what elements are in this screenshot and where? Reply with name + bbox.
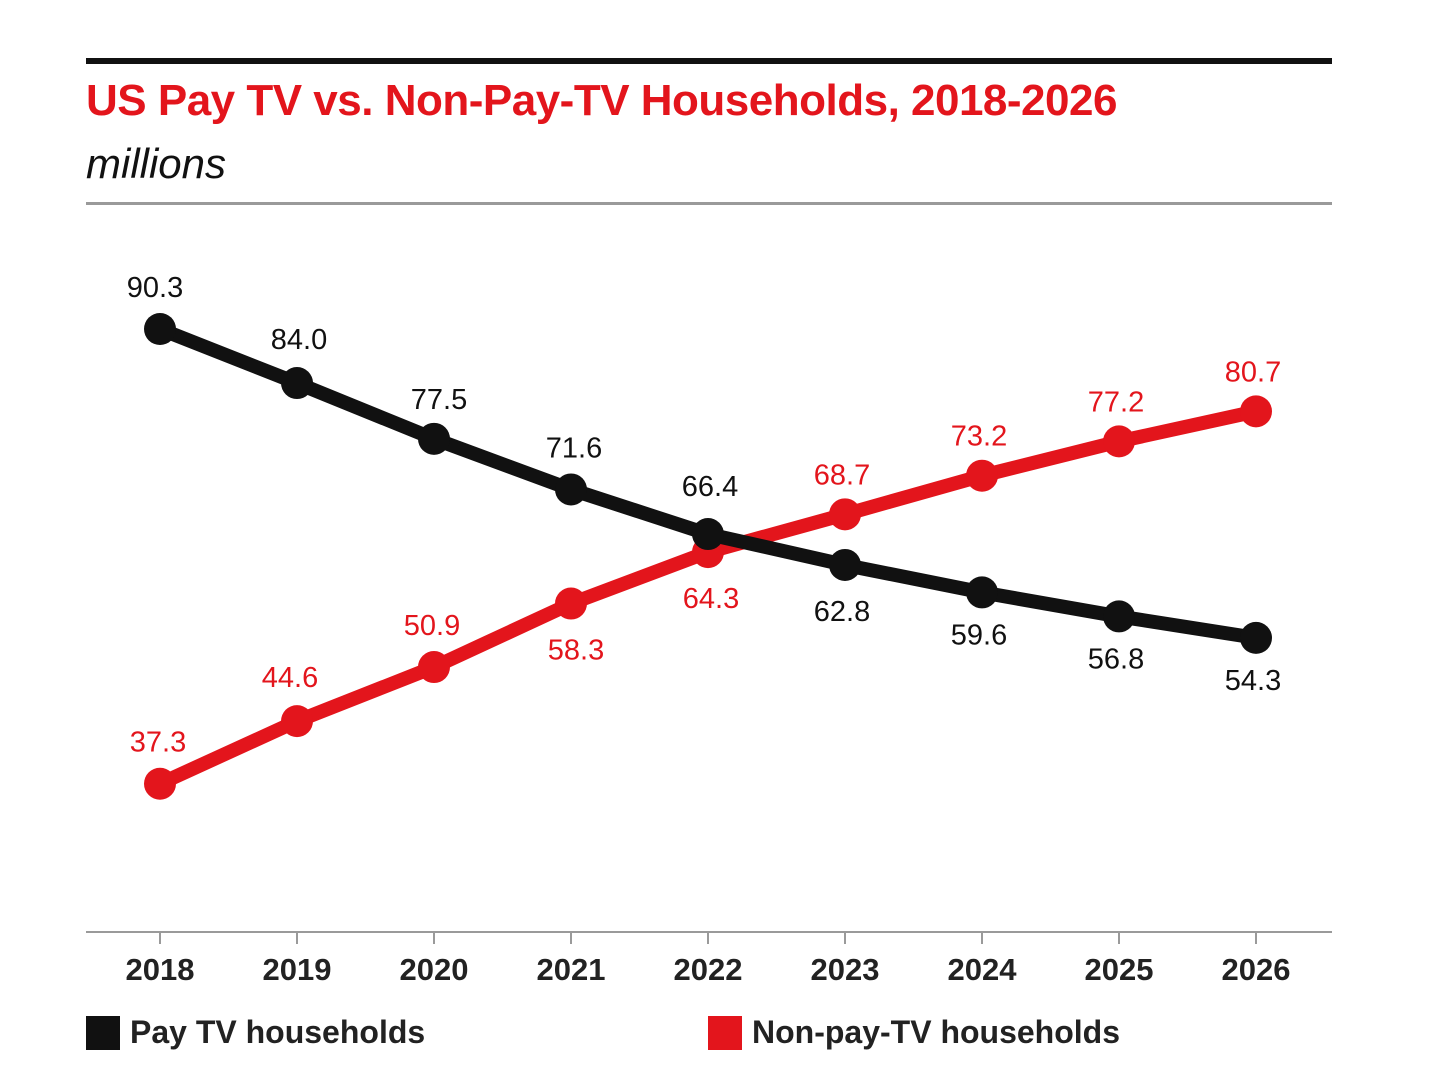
marker-pay-tv-2024: [966, 576, 998, 609]
data-label-pay-tv-2024: 59.6: [951, 619, 1007, 651]
marker-non-pay-tv-2021: [555, 587, 587, 620]
data-label-non-pay-tv-2024: 73.2: [951, 421, 1007, 453]
x-tick-label-2020: 2020: [400, 952, 469, 987]
data-label-pay-tv-2025: 56.8: [1088, 643, 1144, 675]
legend-label-pay-tv: Pay TV households: [130, 1014, 426, 1050]
data-label-pay-tv-2022: 66.4: [682, 471, 738, 503]
marker-non-pay-tv-2023: [829, 498, 861, 531]
marker-pay-tv-2022: [692, 518, 724, 551]
marker-pay-tv-2025: [1103, 600, 1135, 633]
legend-label-non-pay-tv: Non-pay-TV households: [752, 1014, 1120, 1050]
chart-subtitle: millions: [86, 140, 227, 187]
data-label-non-pay-tv-2026: 80.7: [1225, 356, 1281, 388]
legend-swatch-non-pay-tv: [708, 1015, 742, 1050]
x-tick-label-2024: 2024: [948, 952, 1018, 987]
marker-pay-tv-2023: [829, 548, 861, 581]
data-label-non-pay-tv-2018: 37.3: [130, 727, 186, 759]
marker-pay-tv-2020: [418, 422, 450, 455]
x-tick-label-2021: 2021: [537, 952, 606, 987]
marker-non-pay-tv-2020: [418, 651, 450, 684]
x-tick-label-2023: 2023: [811, 952, 880, 987]
x-tick-label-2025: 2025: [1085, 952, 1154, 987]
marker-non-pay-tv-2019: [281, 705, 313, 738]
data-label-non-pay-tv-2025: 77.2: [1088, 386, 1144, 418]
legend-item-non-pay-tv: Non-pay-TV households: [708, 1014, 1120, 1051]
data-label-non-pay-tv-2019: 44.6: [262, 662, 318, 694]
data-label-non-pay-tv-2021: 58.3: [548, 635, 604, 667]
marker-non-pay-tv-2025: [1103, 425, 1135, 458]
marker-pay-tv-2026: [1240, 621, 1272, 654]
x-tick-label-2019: 2019: [263, 952, 332, 987]
data-label-pay-tv-2019: 84.0: [271, 324, 327, 356]
x-tick-label-2026: 2026: [1222, 952, 1291, 987]
data-label-non-pay-tv-2023: 68.7: [814, 459, 870, 491]
marker-non-pay-tv-2024: [966, 459, 998, 492]
marker-pay-tv-2019: [281, 367, 313, 400]
data-label-non-pay-tv-2020: 50.9: [404, 610, 460, 642]
chart-title: US Pay TV vs. Non-Pay-TV Households, 201…: [86, 76, 1117, 125]
marker-non-pay-tv-2018: [144, 767, 176, 800]
legend-item-pay-tv: Pay TV households: [86, 1014, 425, 1051]
data-label-pay-tv-2023: 62.8: [814, 596, 870, 628]
data-label-pay-tv-2021: 71.6: [546, 432, 602, 464]
data-label-pay-tv-2020: 77.5: [411, 384, 467, 416]
data-label-pay-tv-2026: 54.3: [1225, 665, 1281, 697]
data-label-non-pay-tv-2022: 64.3: [683, 583, 739, 615]
marker-pay-tv-2021: [555, 473, 587, 506]
data-label-pay-tv-2018: 90.3: [127, 272, 183, 304]
marker-non-pay-tv-2026: [1240, 395, 1272, 428]
marker-pay-tv-2018: [144, 313, 176, 345]
x-tick-label-2018: 2018: [126, 952, 195, 987]
x-tick-label-2022: 2022: [674, 952, 743, 987]
legend-swatch-pay-tv: [86, 1015, 120, 1050]
subtitle-rule: [86, 202, 1332, 205]
top-rule: [86, 58, 1332, 64]
